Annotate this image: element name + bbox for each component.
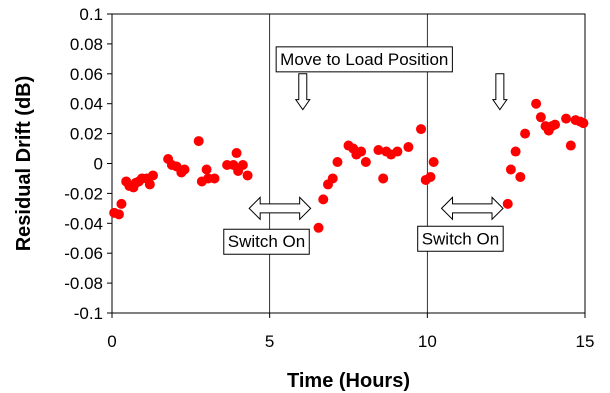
data-point xyxy=(515,171,526,182)
annotation-text: Switch On xyxy=(228,232,305,251)
data-point xyxy=(392,146,403,157)
data-point xyxy=(531,98,542,109)
y-tick-label: -0.06 xyxy=(64,244,103,263)
y-tick-label: 0 xyxy=(94,155,103,174)
data-point xyxy=(201,164,212,175)
x-tick-label: 15 xyxy=(576,332,595,351)
y-tick-label: -0.02 xyxy=(64,184,103,203)
data-point xyxy=(510,146,521,157)
data-point xyxy=(231,148,242,159)
data-point xyxy=(416,124,427,135)
annotation-box xyxy=(275,46,453,73)
y-tick-label: -0.1 xyxy=(74,304,103,323)
data-point xyxy=(113,209,124,220)
y-tick-label: -0.08 xyxy=(64,274,103,293)
data-point xyxy=(360,157,371,168)
data-point xyxy=(403,142,414,153)
data-point xyxy=(550,119,561,130)
data-point xyxy=(318,194,329,205)
data-point xyxy=(237,159,248,170)
data-point xyxy=(147,170,158,181)
y-tick-label: 0.02 xyxy=(70,125,103,144)
data-point xyxy=(520,128,531,139)
data-point xyxy=(332,157,343,168)
data-point xyxy=(428,157,439,168)
data-point xyxy=(193,136,204,147)
y-tick-label: 0.04 xyxy=(70,95,103,114)
x-axis-title: Time (Hours) xyxy=(287,370,410,392)
data-point xyxy=(578,118,589,129)
y-tick-label: 0.06 xyxy=(70,65,103,84)
annotation-text: Switch On xyxy=(422,229,499,248)
down-arrow-icon xyxy=(491,73,508,111)
data-point xyxy=(209,173,220,184)
data-points xyxy=(109,98,589,233)
double-arrow-icon xyxy=(440,196,504,221)
data-point xyxy=(144,179,155,190)
axes xyxy=(107,13,586,318)
annotation-label: Move to Load Position xyxy=(275,46,453,73)
down-arrow-icon xyxy=(294,73,311,111)
data-point xyxy=(535,112,546,123)
x-tick-label: 10 xyxy=(418,332,437,351)
y-tick-label: -0.04 xyxy=(64,214,103,233)
annotation-label: Switch On xyxy=(417,225,504,252)
data-point xyxy=(373,145,384,156)
annotations: Move to Load Position Switch On Switch On xyxy=(223,46,508,255)
annotation-text: Move to Load Position xyxy=(280,50,448,69)
data-point xyxy=(242,170,253,181)
y-tick-label: 0.1 xyxy=(79,5,103,24)
data-point xyxy=(505,164,516,175)
annotation-box xyxy=(223,228,310,255)
data-point xyxy=(565,140,576,151)
data-point xyxy=(179,164,190,175)
annotation-box xyxy=(417,225,504,252)
annotation-label: Switch On xyxy=(223,228,310,255)
double-arrow-icon xyxy=(248,196,312,221)
data-point xyxy=(327,173,338,184)
data-point xyxy=(116,198,127,209)
data-point xyxy=(313,222,324,233)
tick-labels: 0.1 0.08 0.06 0.04 0.02 0 -0.02 -0.04 -0.06 -0.08… xyxy=(64,5,594,351)
y-axis-title: Residual Drift (dB) xyxy=(13,76,35,252)
data-point xyxy=(356,146,367,157)
data-point xyxy=(378,173,389,184)
x-tick-label: 0 xyxy=(107,332,116,351)
x-tick-label: 5 xyxy=(265,332,274,351)
y-tick-label: 0.08 xyxy=(70,35,103,54)
data-point xyxy=(425,171,436,182)
data-point xyxy=(502,198,513,209)
data-point xyxy=(561,113,572,124)
